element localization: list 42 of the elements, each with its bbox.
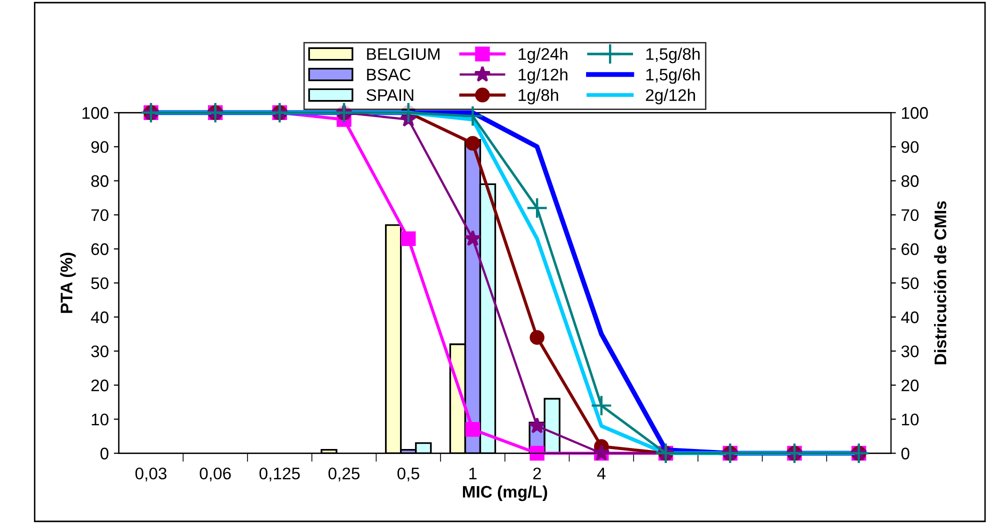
x-axis-title: MIC (mg/L) xyxy=(462,485,548,502)
y-tick-label: 80 xyxy=(91,175,108,187)
x-tick-label: 0,25 xyxy=(328,468,360,482)
y-tick-label: 30 xyxy=(91,345,108,358)
y2-axis-title: Districución de CMIs xyxy=(934,201,946,364)
y-tick-label: 100 xyxy=(82,107,108,119)
legend-label: SPAIN xyxy=(366,89,414,102)
y2-tick-label: 50 xyxy=(901,277,919,290)
y-tick-label: 40 xyxy=(90,311,108,324)
legend-label: 1g/24h xyxy=(518,48,568,64)
y2-tick-label: 0 xyxy=(901,448,910,460)
y-tick-label: 10 xyxy=(92,414,108,426)
y2-tick-label: 10 xyxy=(902,414,919,426)
y-axis-title: PTA (%) xyxy=(60,252,76,313)
y-tick-label: 0 xyxy=(100,448,108,460)
legend-label: BELGIUM xyxy=(367,48,440,60)
y-tick-label: 50 xyxy=(91,277,108,290)
y2-tick-label: 60 xyxy=(902,243,919,256)
legend-label: BSAC xyxy=(367,68,411,80)
y2-tick-label: 20 xyxy=(902,380,919,392)
x-tick-label: 0,5 xyxy=(397,468,420,482)
y2-tick-label: 70 xyxy=(902,209,919,222)
legend-label: 1g/12h xyxy=(518,68,568,84)
x-tick-label: 4 xyxy=(597,468,606,480)
y2-tick-label: 90 xyxy=(902,141,919,153)
y-tick-label: 90 xyxy=(91,141,108,153)
y2-tick-label: 40 xyxy=(901,311,919,324)
y2-tick-label: 30 xyxy=(901,345,919,358)
x-tick-label: 0,03 xyxy=(135,468,166,482)
y2-tick-label: 80 xyxy=(901,175,919,187)
legend-label: 1,5g/6h xyxy=(646,68,700,84)
x-tick-label: 2 xyxy=(533,468,541,480)
y-tick-label: 20 xyxy=(91,380,108,392)
y-tick-label: 70 xyxy=(91,209,108,222)
x-tick-label: 0,06 xyxy=(200,468,231,482)
legend-label: 1g/8h xyxy=(518,88,558,104)
legend-label: 2g/12h xyxy=(646,88,695,104)
y2-tick-label: 100 xyxy=(902,107,928,119)
x-tick-label: 0,125 xyxy=(259,468,300,482)
x-tick-label: 1 xyxy=(469,468,477,480)
y-tick-label: 60 xyxy=(91,243,108,256)
legend-label: 1,5g/8h xyxy=(646,48,700,64)
